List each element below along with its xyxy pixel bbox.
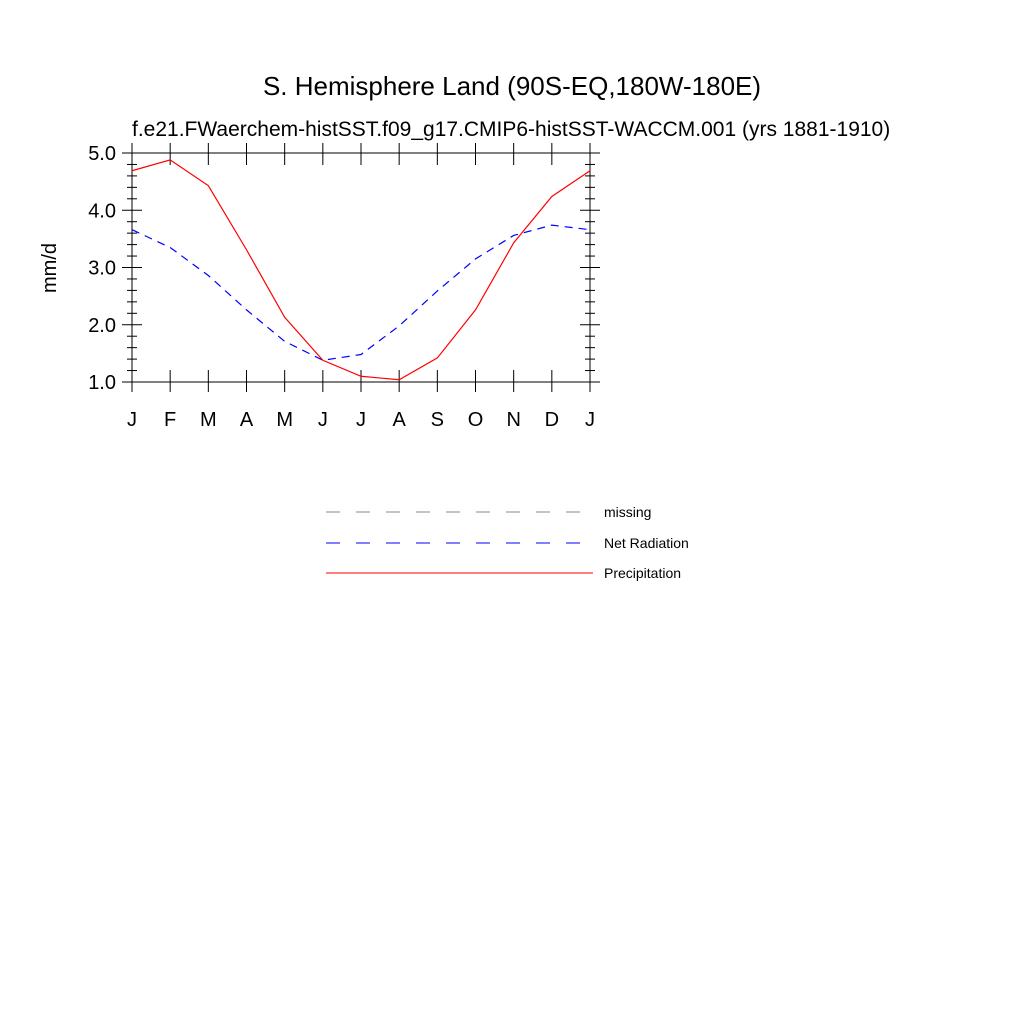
x-tick-label: D	[545, 409, 559, 431]
x-tick-label: J	[127, 409, 137, 431]
plot-frame	[131, 152, 591, 383]
plot-border	[131, 152, 591, 383]
axis-ticks	[122, 143, 600, 392]
x-tick-label: F	[164, 409, 176, 431]
x-tick-label: A	[392, 409, 406, 431]
y-tick-label: 1.0	[88, 372, 116, 394]
legend-label-missing: missing	[604, 504, 651, 520]
x-tick-label: J	[318, 409, 328, 431]
x-tick-label: S	[431, 409, 444, 431]
x-tick-label: J	[585, 409, 595, 431]
x-tick-label: M	[200, 409, 217, 431]
series-line-net-radiation	[131, 224, 591, 361]
series-line-precipitation	[131, 159, 591, 381]
x-tick-label: M	[276, 409, 293, 431]
series-lines	[131, 159, 591, 381]
y-tick-label: 2.0	[88, 315, 116, 337]
x-tick-label: J	[356, 409, 366, 431]
y-tick-labels: 1.0 2.0 3.0 4.0 5.0	[88, 143, 116, 394]
y-tick-label: 5.0	[88, 143, 116, 165]
x-tick-label: A	[240, 409, 254, 431]
x-tick-label: O	[468, 409, 484, 431]
x-tick-label: N	[506, 409, 520, 431]
legend-label-net-radiation: Net Radiation	[604, 535, 689, 551]
legend-label-precipitation: Precipitation	[604, 565, 681, 581]
y-tick-label: 3.0	[88, 258, 116, 280]
chart-subtitle: f.e21.FWaerchem-histSST.f09_g17.CMIP6-hi…	[132, 118, 890, 141]
legend: missing Net Radiation Precipitation	[326, 504, 689, 581]
y-axis-label: mm/d	[39, 243, 61, 293]
y-tick-label: 4.0	[88, 200, 116, 222]
chart-title: S. Hemisphere Land (90S-EQ,180W-180E)	[263, 71, 761, 101]
